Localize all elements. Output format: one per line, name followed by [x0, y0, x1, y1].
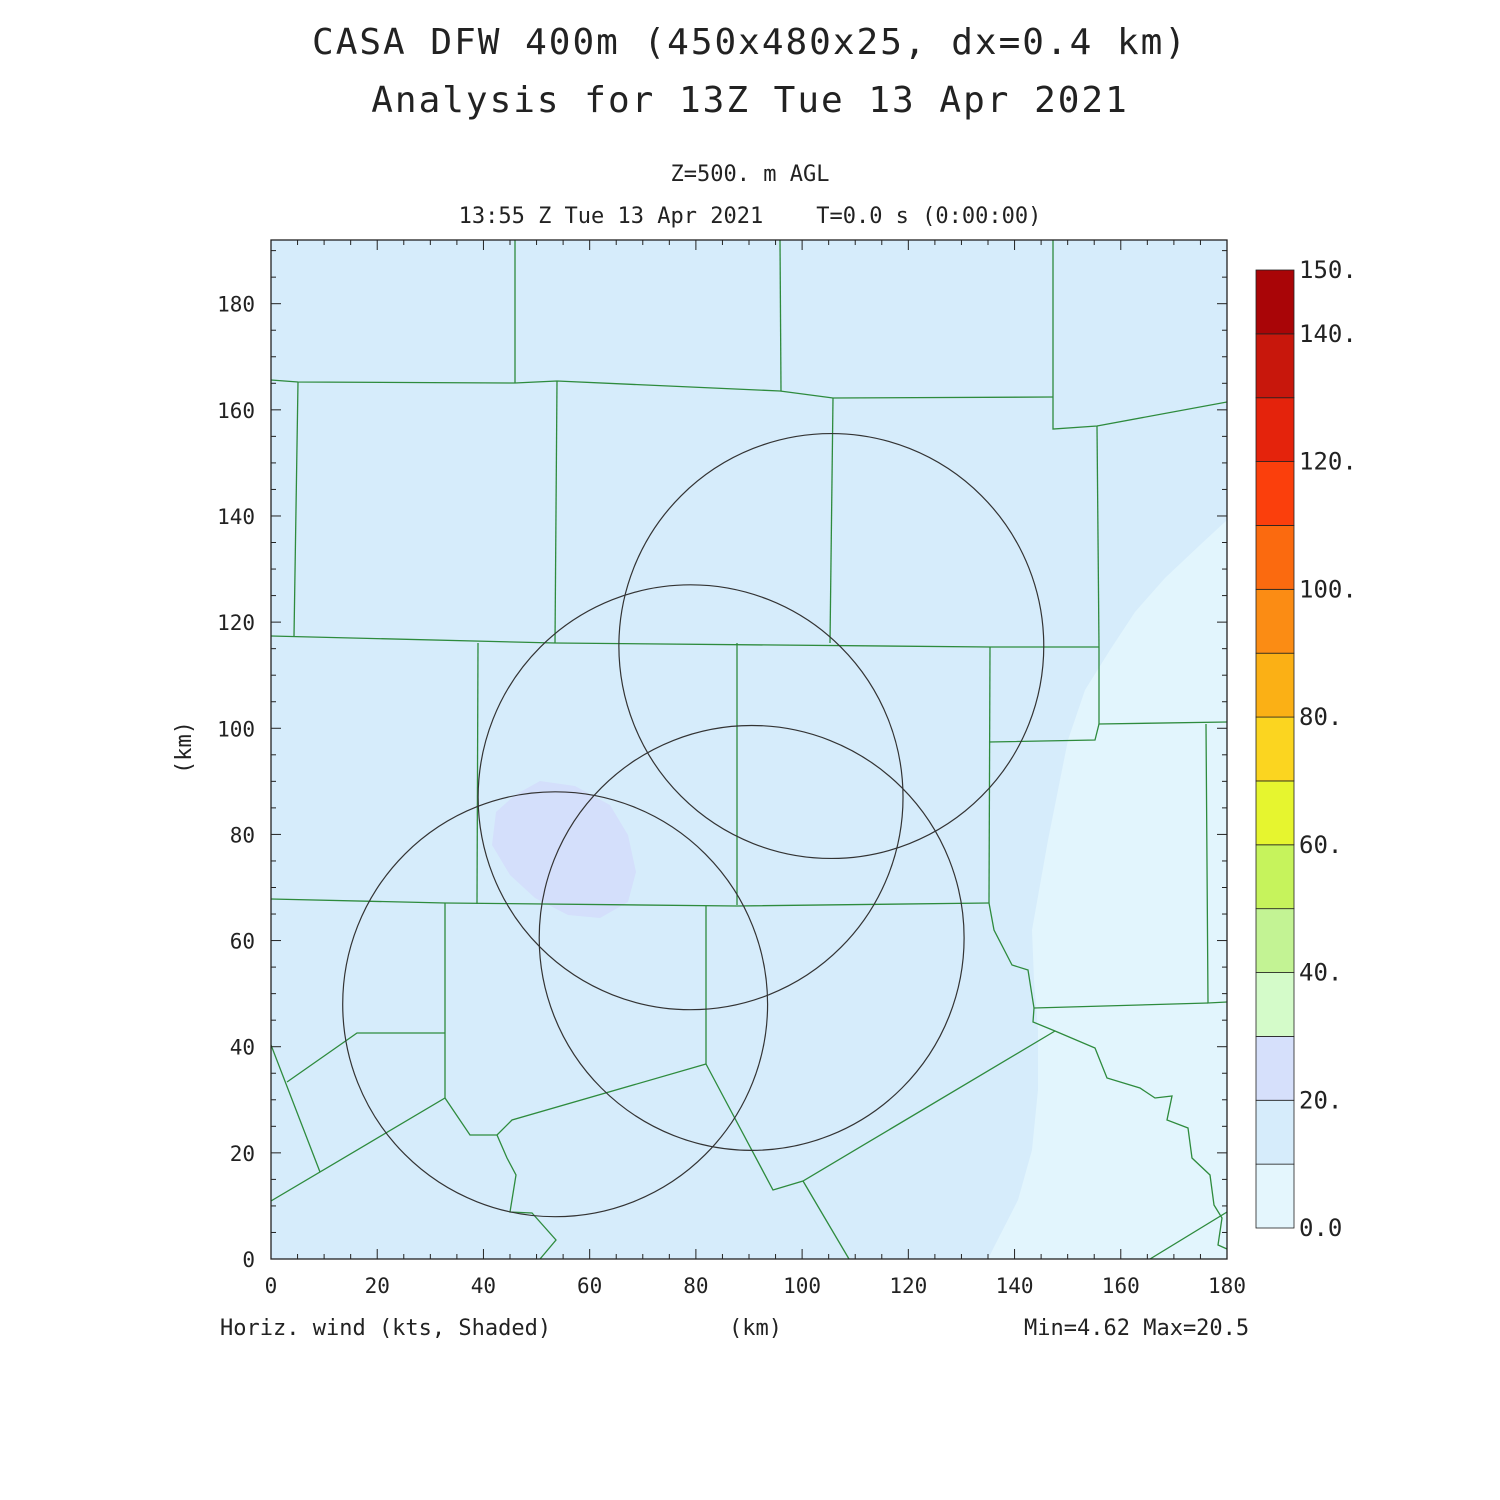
colorbar-label: 60.: [1299, 831, 1342, 859]
min-max-label: Min=4.62 Max=20.5: [1024, 1316, 1250, 1341]
y-tick-label: 60: [230, 930, 255, 954]
y-tick-label: 160: [217, 399, 255, 423]
colorbar-label: 80.: [1299, 703, 1342, 731]
y-tick-label: 120: [217, 611, 255, 635]
shade-20-30: [492, 781, 636, 918]
colorbar-bin: [1255, 844, 1295, 910]
colorbar-bin: [1255, 397, 1295, 463]
y-tick-label: 100: [217, 717, 255, 741]
radar-range-rings: [342, 432, 1045, 1218]
valid-time-label: 13:55 Z Tue 13 Apr 2021 T=0.0 s (0:00:00…: [458, 204, 1042, 229]
radar-ring-1: [618, 432, 1045, 860]
y-tick-label: 40: [230, 1036, 255, 1060]
axes: 0 20 40 60 80 100 120 140 160 180 0 20 40 60 80 100 120 1…: [217, 239, 1246, 1298]
plot-subtitle: Analysis for 13Z Tue 13 Apr 2021: [371, 80, 1129, 121]
x-tick-label: 20: [365, 1274, 390, 1298]
colorbar-bin: [1255, 461, 1295, 526]
x-tick-label: 180: [1208, 1274, 1246, 1298]
colorbar-label: 40.: [1299, 959, 1342, 987]
colorbar-bin: [1255, 525, 1295, 590]
y-tick-label: 0: [242, 1248, 255, 1272]
colorbar-bin: [1255, 716, 1295, 782]
x-tick-label: 160: [1102, 1274, 1140, 1298]
radar-ring-3: [538, 724, 965, 1151]
x-tick-label: 0: [265, 1274, 278, 1298]
colorbar-bin: [1255, 908, 1295, 973]
colorbar-bin: [1255, 780, 1295, 846]
colorbar-label: 140.: [1299, 320, 1357, 348]
x-tick-label: 100: [783, 1274, 821, 1298]
colorbar-bin: [1255, 1036, 1295, 1101]
y-axis-label: (km): [171, 721, 197, 774]
colorbar-label: 100.: [1299, 575, 1357, 603]
radar-ring-2: [477, 584, 904, 1011]
y-tick-label: 80: [230, 823, 255, 847]
colorbar-bin: [1255, 1099, 1295, 1165]
colorbar-bin: [1255, 588, 1295, 654]
colorbar-bin: [1255, 1163, 1295, 1229]
colorbar-label: 0.0: [1299, 1214, 1342, 1242]
radar-ring-4: [342, 791, 769, 1218]
x-tick-label: 40: [471, 1274, 496, 1298]
colorbar-bin: [1255, 652, 1295, 718]
level-label: Z=500. m AGL: [670, 162, 830, 187]
y-tick-label: 20: [230, 1142, 255, 1166]
x-tick-label: 140: [996, 1274, 1034, 1298]
colorbar: 0.0 20. 40. 60. 80. 100. 120. 140. 150.: [1255, 256, 1357, 1242]
variable-label: Horiz. wind (kts, Shaded): [220, 1316, 552, 1341]
x-axis-label: (km): [729, 1316, 782, 1341]
x-tick-label: 120: [889, 1274, 927, 1298]
colorbar-label: 150.: [1299, 256, 1357, 284]
plot-title: CASA DFW 400m (450x480x25, dx=0.4 km): [312, 22, 1188, 63]
x-tick-label: 80: [683, 1274, 708, 1298]
shade-0-10: [988, 520, 1227, 1259]
colorbar-bin: [1255, 269, 1295, 335]
x-tick-label: 60: [577, 1274, 602, 1298]
colorbar-label: 20.: [1299, 1086, 1342, 1114]
county-boundaries: [271, 240, 1227, 1259]
wind-shading: [271, 240, 1227, 1259]
colorbar-bin: [1255, 972, 1295, 1037]
colorbar-label: 120.: [1299, 448, 1357, 476]
y-tick-label: 180: [217, 293, 255, 317]
y-tick-label: 140: [217, 505, 255, 529]
colorbar-bin: [1255, 333, 1295, 399]
